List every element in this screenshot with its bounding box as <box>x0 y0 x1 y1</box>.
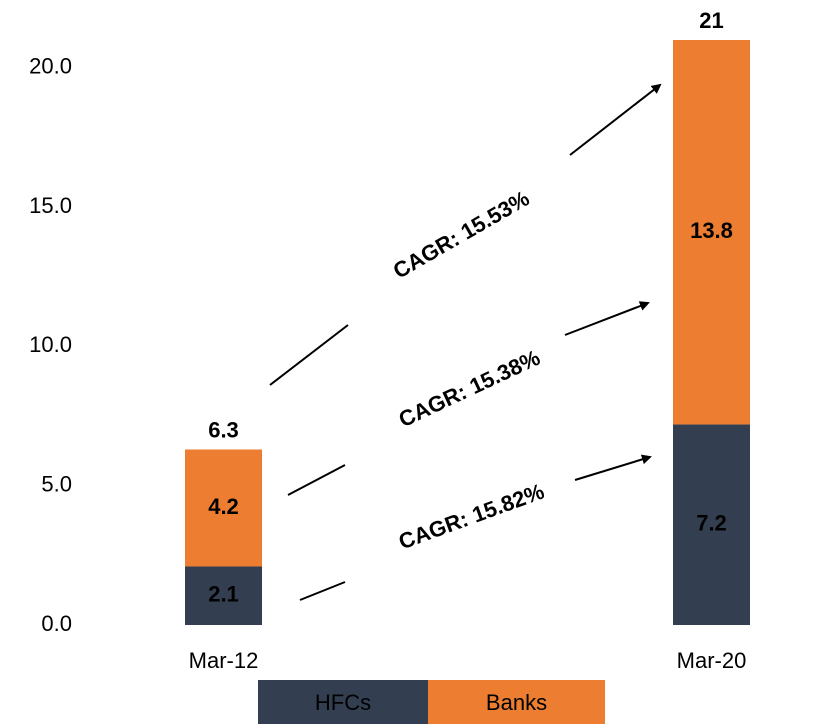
arrow-segment <box>564 301 650 336</box>
y-tick-label: 20.0 <box>29 54 72 79</box>
x-tick-label: Mar-12 <box>189 648 259 673</box>
total-label: 6.3 <box>208 417 239 442</box>
bar-segment <box>673 40 750 425</box>
bar-segment <box>185 566 262 625</box>
y-tick-label: 15.0 <box>29 193 72 218</box>
annotation: CAGR: 15.38% <box>395 345 544 432</box>
arrow-segment <box>269 324 349 386</box>
legend-swatch <box>258 680 428 724</box>
y-tick-label: 10.0 <box>29 332 72 357</box>
arrow-segment <box>287 464 346 496</box>
bar-segment <box>673 424 750 625</box>
legend-swatch <box>428 680 605 724</box>
data-label: 7.2 <box>696 511 727 536</box>
data-label: 2.1 <box>208 582 239 607</box>
bar-segment <box>185 449 262 567</box>
legend-label: HFCs <box>315 690 371 715</box>
legend-label: Banks <box>486 690 547 715</box>
arrows <box>269 83 662 601</box>
x-tick-label: Mar-20 <box>677 648 747 673</box>
total-label: 21 <box>699 8 723 33</box>
arrow-segment <box>574 454 652 481</box>
annotation: CAGR: 15.82% <box>395 479 547 555</box>
y-tick-label: 5.0 <box>41 472 72 497</box>
arrow-segment <box>299 581 346 601</box>
data-label: 4.2 <box>208 494 239 519</box>
arrow-segment <box>569 83 662 156</box>
y-tick-label: 0.0 <box>41 611 72 636</box>
data-label: 13.8 <box>690 218 733 243</box>
annotation: CAGR: 15.53% <box>389 186 534 284</box>
